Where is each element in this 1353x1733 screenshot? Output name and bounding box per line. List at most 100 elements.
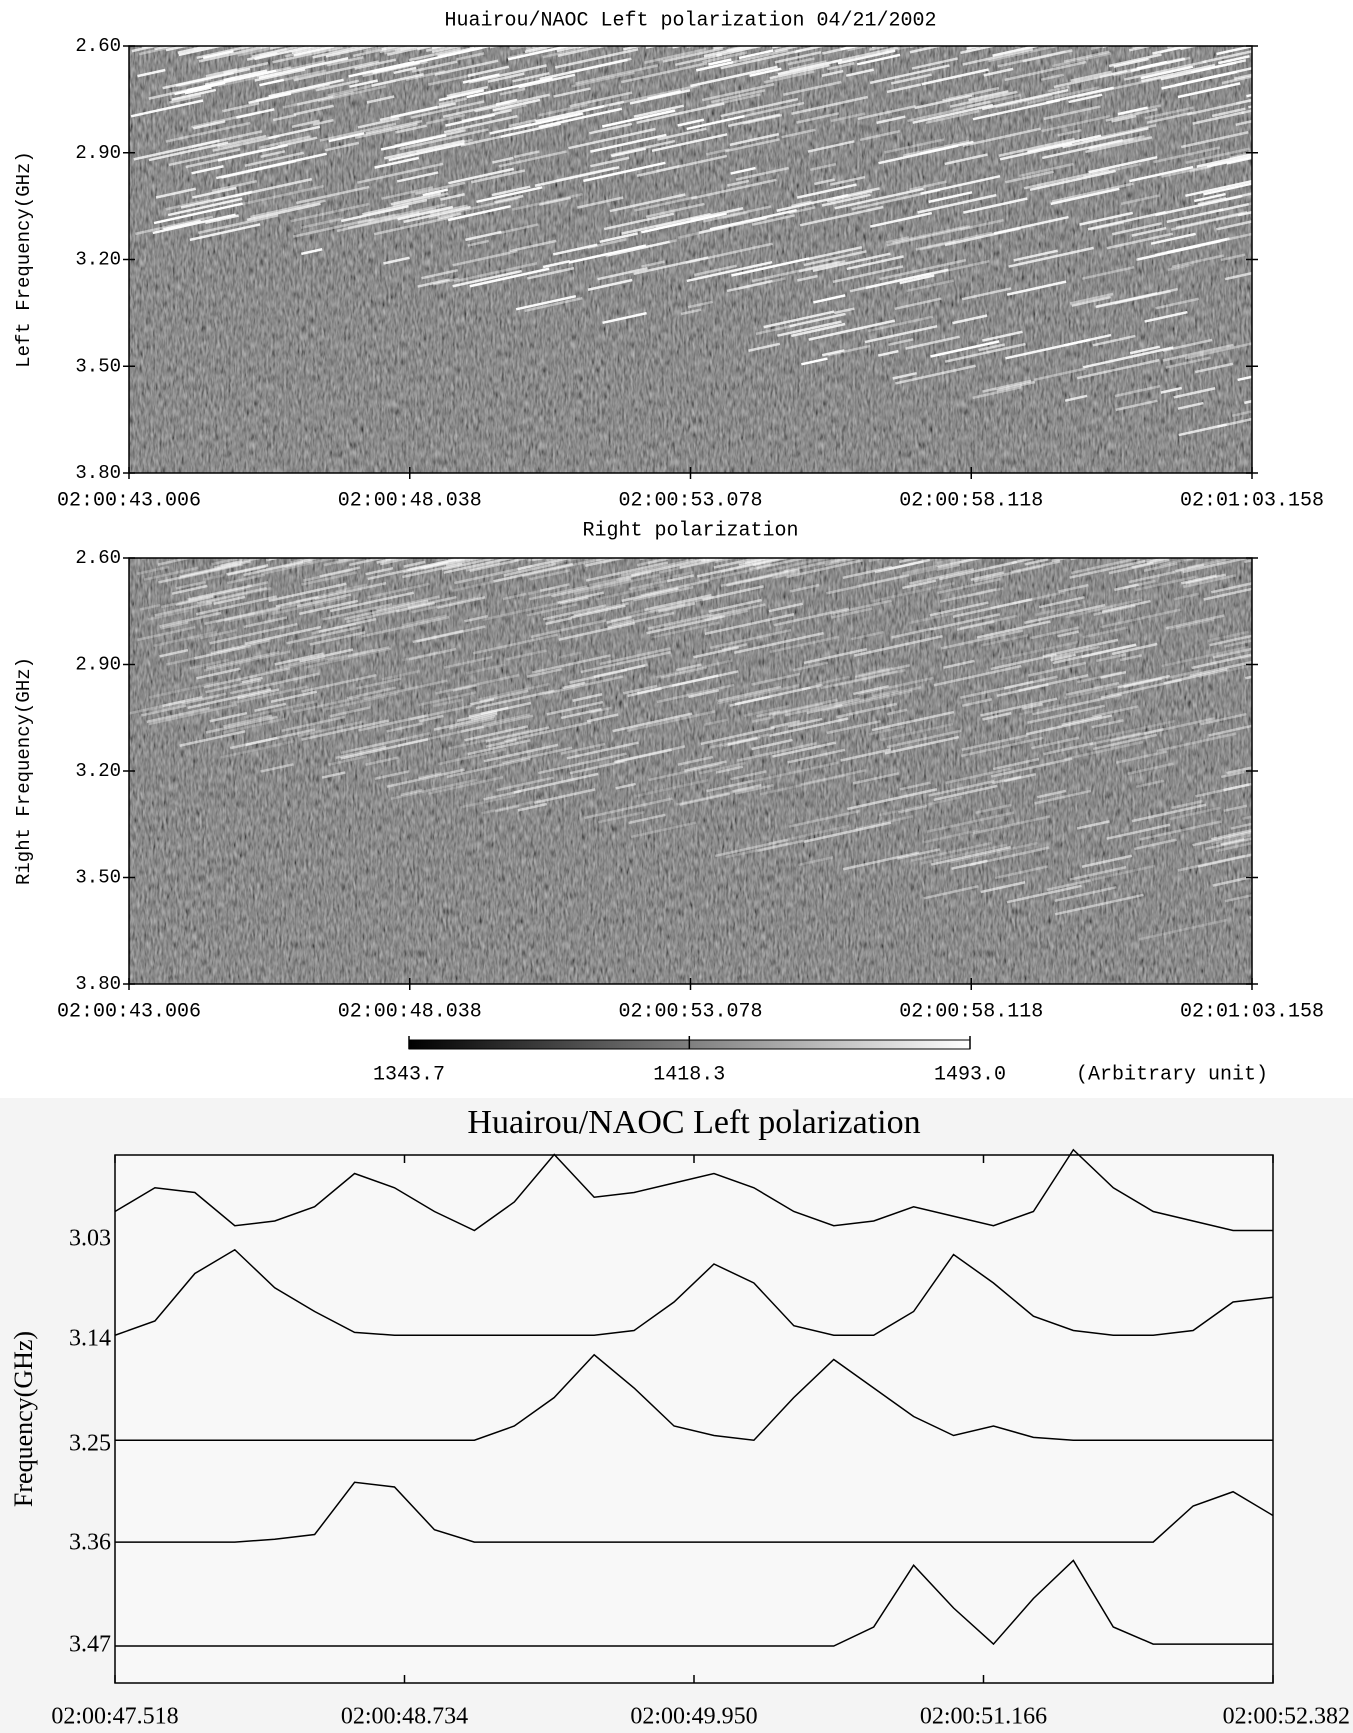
streak (279, 656, 326, 669)
streak (383, 139, 465, 160)
streak (734, 686, 811, 706)
streak (197, 586, 267, 605)
streak (538, 196, 572, 206)
streak (1052, 52, 1112, 68)
streak (1036, 789, 1067, 799)
streak (686, 260, 773, 283)
streak (299, 648, 354, 663)
streak (806, 703, 843, 715)
streak (1165, 614, 1225, 630)
streak (615, 782, 637, 790)
streak (503, 721, 592, 743)
streak (766, 558, 832, 573)
streak (658, 558, 732, 574)
streak (379, 102, 456, 122)
streak (324, 692, 399, 711)
y-axis-label: Right Frequency(GHz) (13, 657, 35, 885)
streak (1159, 46, 1194, 54)
streak (919, 140, 974, 155)
streak (1140, 65, 1194, 80)
streak (1205, 837, 1252, 851)
streak (418, 691, 477, 707)
streak (264, 655, 336, 674)
streak (888, 558, 931, 571)
streak (990, 653, 1057, 671)
streak (926, 811, 1015, 833)
streak (853, 634, 943, 657)
streak (909, 46, 945, 54)
streak (512, 71, 550, 83)
streak (821, 193, 871, 207)
streak (356, 677, 402, 690)
streak (1026, 714, 1113, 736)
streak (646, 614, 725, 635)
streak (333, 558, 341, 560)
streak (641, 260, 665, 268)
streak (1121, 558, 1128, 560)
spectrogram-streaks (130, 46, 1252, 437)
streak (937, 577, 1001, 595)
streak (684, 760, 727, 772)
streak (489, 558, 498, 560)
streak (493, 562, 574, 583)
streak (680, 308, 702, 316)
streak (509, 239, 557, 253)
streak (966, 100, 991, 109)
streak (1134, 838, 1177, 851)
streak (996, 683, 1049, 698)
streak (703, 718, 728, 727)
streak (1057, 128, 1082, 137)
streak (233, 177, 313, 198)
streak (1244, 399, 1252, 405)
streak (321, 771, 346, 779)
streak (1241, 815, 1252, 821)
streak (940, 629, 1024, 650)
streak (191, 165, 224, 175)
streak (777, 58, 843, 76)
streak (228, 608, 279, 623)
streak (1216, 46, 1252, 56)
streak (204, 605, 281, 626)
streak (554, 48, 639, 69)
streak (397, 205, 454, 221)
streak (907, 107, 965, 123)
streak (599, 647, 671, 666)
streak (708, 58, 732, 66)
streak (743, 704, 790, 718)
streak (1004, 170, 1054, 184)
streak (676, 786, 754, 806)
streak (1040, 73, 1065, 81)
streak (601, 109, 676, 128)
streak (622, 684, 658, 695)
streak (386, 46, 433, 56)
streak (812, 252, 891, 272)
streak (1105, 107, 1158, 122)
streak (677, 118, 705, 127)
streak (855, 666, 893, 678)
streak (1019, 162, 1074, 178)
streak (908, 568, 975, 585)
streak (466, 77, 553, 99)
streak (236, 108, 275, 119)
streak (998, 137, 1075, 157)
streak (1193, 192, 1226, 203)
streak (588, 573, 640, 587)
streak (921, 68, 989, 86)
streak (499, 87, 526, 96)
streak (1111, 114, 1137, 123)
streak (141, 46, 156, 49)
streak (1234, 73, 1252, 80)
x-tick-label: 02:00:48.038 (338, 489, 482, 512)
streak (168, 148, 241, 167)
streak (1165, 558, 1172, 560)
streak (260, 150, 286, 158)
streak (831, 607, 873, 619)
streak (1182, 558, 1252, 574)
streak (147, 609, 190, 621)
streak (329, 706, 371, 718)
streak (1082, 124, 1157, 143)
streak (590, 706, 612, 714)
streak (573, 602, 629, 617)
streak (363, 679, 448, 701)
streak (859, 129, 901, 142)
